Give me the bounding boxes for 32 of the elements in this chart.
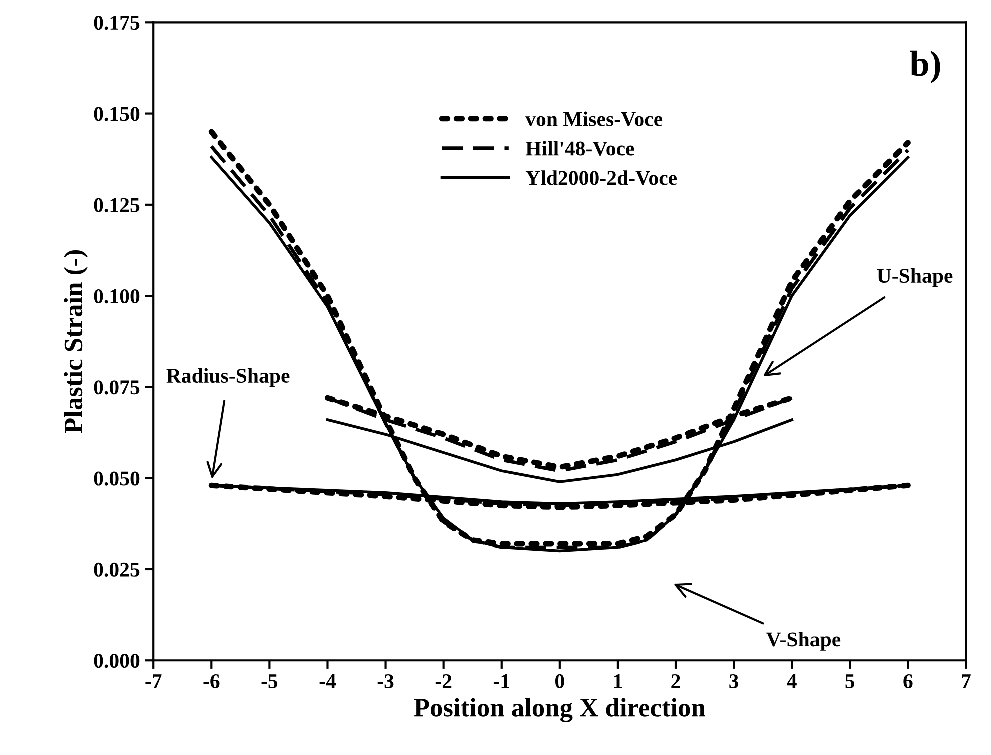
x-tick-label: -5: [262, 674, 278, 688]
x-tick-label: -6: [204, 674, 220, 688]
y-tick-label: 0.050: [94, 472, 140, 486]
y-axis-title: Plastic Strain (-): [64, 250, 88, 434]
x-tick-label: -3: [378, 674, 394, 688]
annotation: Radius-Shape: [166, 368, 290, 388]
x-tick-label: -1: [494, 674, 510, 688]
legend-label: Yld2000-2d-Voce: [526, 170, 678, 186]
legend-label: Hill'48-Voce: [526, 141, 634, 156]
x-tick-label: 4: [787, 674, 797, 688]
x-tick-label: 3: [730, 674, 739, 688]
x-tick-label: -7: [146, 674, 162, 688]
x-tick-label: 5: [846, 674, 855, 688]
x-tick-label: 7: [962, 674, 971, 688]
y-tick-label: 0.025: [94, 562, 140, 578]
annotation: V-Shape: [766, 632, 841, 651]
y-tick-label: 0.125: [94, 198, 140, 212]
y-tick-label: 0.100: [94, 289, 140, 304]
y-tick-label: 0.000: [94, 654, 140, 668]
annotation: b): [910, 50, 940, 84]
x-tick-label: 1: [614, 674, 622, 688]
x-tick-label: -2: [436, 674, 452, 688]
x-tick-label: -4: [320, 674, 336, 688]
y-tick-label: 0.150: [94, 107, 140, 122]
x-tick-label: 6: [904, 674, 913, 688]
annotation: U-Shape: [877, 268, 953, 288]
legend-label: von Mises-Voce: [526, 112, 663, 126]
y-tick-label: 0.175: [94, 16, 140, 30]
x-axis-title: Position along X direction: [414, 698, 706, 722]
x-tick-label: 0: [556, 674, 564, 688]
y-tick-label: 0.075: [94, 380, 140, 395]
x-tick-label: 2: [672, 674, 680, 688]
